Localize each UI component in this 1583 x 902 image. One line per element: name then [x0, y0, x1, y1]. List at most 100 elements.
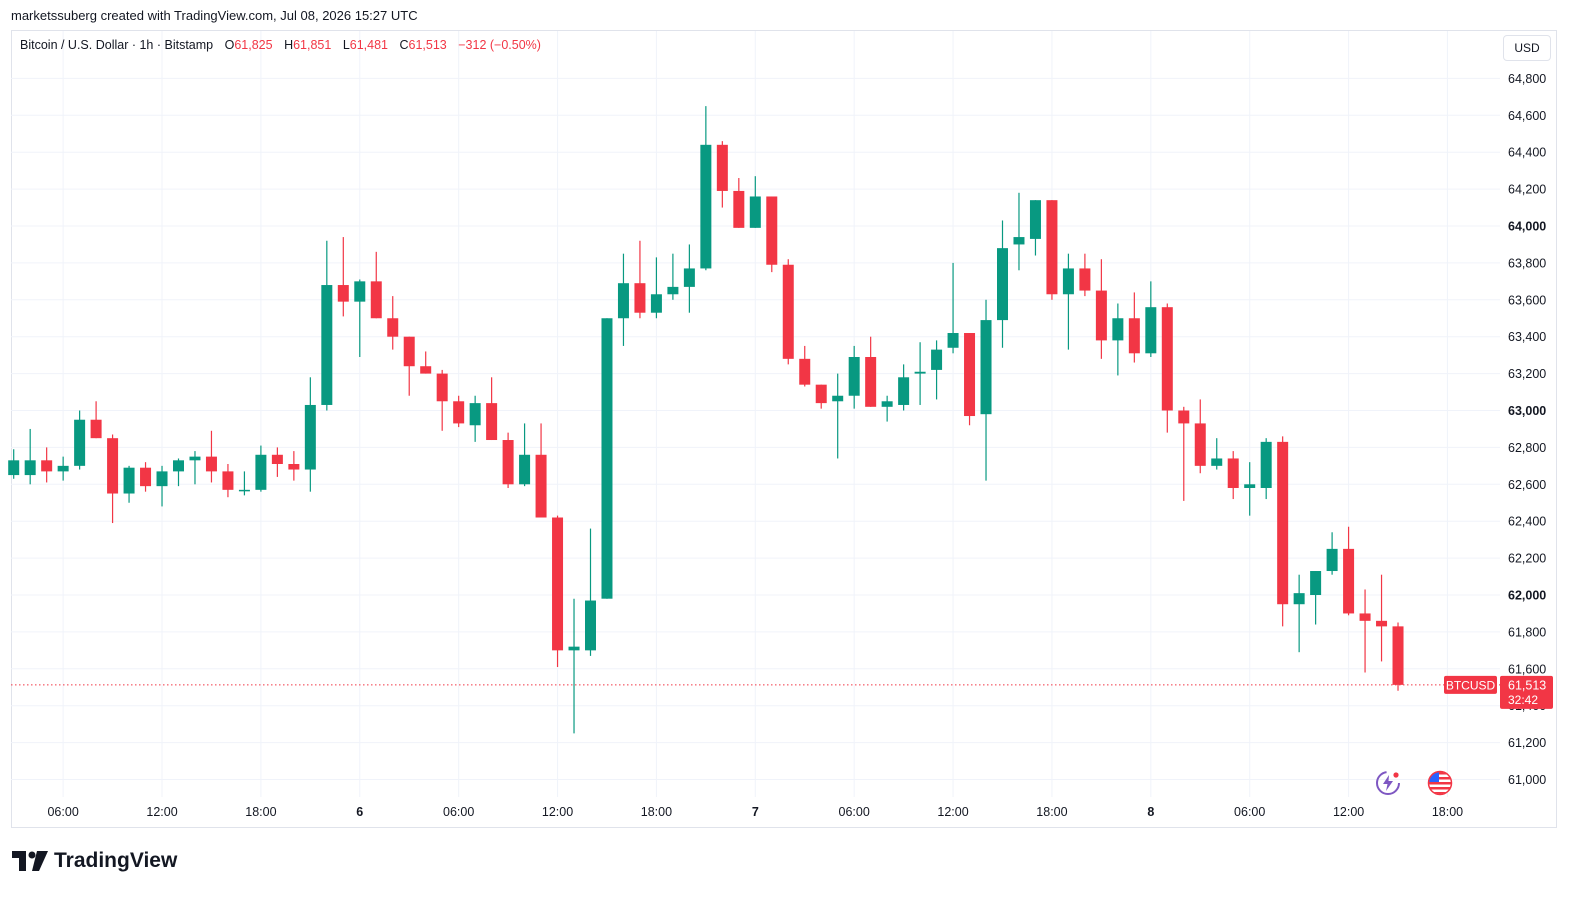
- candle-body-up[interactable]: [1260, 441, 1272, 488]
- candle-body-down[interactable]: [90, 419, 102, 439]
- candle-body-up[interactable]: [898, 377, 910, 405]
- candle-body-up[interactable]: [321, 285, 333, 405]
- candle-body-up[interactable]: [617, 283, 629, 319]
- candle-body-down[interactable]: [1128, 318, 1140, 354]
- candle-body-down[interactable]: [964, 333, 976, 417]
- candle-body-up[interactable]: [519, 454, 531, 485]
- candle-body-down[interactable]: [140, 467, 152, 487]
- candle-body-up[interactable]: [354, 281, 366, 302]
- candle-body-down[interactable]: [1376, 620, 1388, 627]
- candle-body-up[interactable]: [173, 460, 184, 472]
- price-tick-label: 62,400: [1508, 515, 1546, 529]
- price-tick-label: 63,200: [1508, 367, 1546, 381]
- candle-body-down[interactable]: [403, 336, 415, 367]
- candle-body-up[interactable]: [1029, 200, 1041, 239]
- price-tick-label: 62,600: [1508, 478, 1546, 492]
- candle-body-up[interactable]: [255, 454, 267, 490]
- candle-body-down[interactable]: [420, 366, 432, 374]
- candle-body-up[interactable]: [1244, 484, 1256, 488]
- candle-body-down[interactable]: [271, 454, 283, 465]
- candle-body-down[interactable]: [1343, 548, 1355, 614]
- candle-body-down[interactable]: [502, 440, 514, 485]
- candle-body-down[interactable]: [370, 281, 382, 319]
- candle-body-up[interactable]: [304, 404, 316, 470]
- candle-body-up[interactable]: [997, 248, 1008, 321]
- candle-body-down[interactable]: [205, 456, 217, 472]
- candle-body-down[interactable]: [782, 264, 794, 359]
- candle-body-down[interactable]: [288, 464, 300, 470]
- candle-body-up[interactable]: [947, 333, 959, 348]
- candle-body-down[interactable]: [1227, 458, 1239, 488]
- candle-body-down[interactable]: [552, 517, 564, 651]
- candle-body-up[interactable]: [1013, 237, 1025, 245]
- candle-body-down[interactable]: [486, 403, 498, 441]
- candle-body-up[interactable]: [156, 471, 168, 487]
- candle-body-down[interactable]: [733, 190, 745, 228]
- time-tick-label: 06:00: [839, 805, 870, 819]
- candle-body-down[interactable]: [41, 460, 53, 472]
- candle-body-up[interactable]: [832, 395, 844, 402]
- candle-body-down[interactable]: [865, 356, 877, 407]
- candle-body-down[interactable]: [222, 471, 234, 490]
- candle-body-down[interactable]: [815, 384, 827, 404]
- candle-body-down[interactable]: [535, 454, 547, 518]
- lightning-sparkle-icon[interactable]: [1374, 769, 1402, 797]
- candle-body-up[interactable]: [1326, 548, 1338, 572]
- candle-body-down[interactable]: [107, 438, 119, 494]
- candle-body-up[interactable]: [568, 646, 580, 651]
- candle-body-up[interactable]: [1211, 458, 1223, 466]
- candle-body-up[interactable]: [74, 419, 86, 466]
- time-tick-label: 18:00: [641, 805, 672, 819]
- candle-body-down[interactable]: [1392, 626, 1404, 685]
- currency-button[interactable]: USD: [1503, 35, 1551, 61]
- candle-body-up[interactable]: [848, 356, 860, 396]
- candle-body-up[interactable]: [585, 600, 596, 651]
- candle-body-down[interactable]: [1277, 441, 1289, 605]
- candle-body-up[interactable]: [980, 320, 992, 415]
- candle-body-up[interactable]: [601, 318, 613, 599]
- candle-body-down[interactable]: [1359, 613, 1371, 621]
- candle-body-down[interactable]: [716, 144, 728, 191]
- symbol-price-tag[interactable]: [1444, 675, 1497, 694]
- price-tick-label: 64,200: [1508, 183, 1546, 197]
- candle-body-up[interactable]: [1293, 593, 1305, 605]
- candle-body-up[interactable]: [123, 467, 135, 494]
- candle-body-up[interactable]: [8, 460, 20, 476]
- candle-body-up[interactable]: [914, 371, 926, 374]
- candle-body-up[interactable]: [57, 465, 69, 472]
- candle-body-down[interactable]: [436, 373, 448, 402]
- tradingview-brand[interactable]: TradingView: [12, 849, 177, 873]
- candle-body-down[interactable]: [453, 401, 465, 424]
- candle-body-down[interactable]: [799, 358, 811, 385]
- candle-body-down[interactable]: [766, 196, 778, 265]
- candle-body-up[interactable]: [1112, 318, 1124, 341]
- symbol-description[interactable]: Bitcoin / U.S. Dollar · 1h · Bitstamp: [20, 38, 214, 52]
- candle-body-up[interactable]: [749, 196, 761, 228]
- candle-body-down[interactable]: [1178, 410, 1190, 424]
- candle-body-up[interactable]: [650, 294, 662, 313]
- candle-body-up[interactable]: [1062, 268, 1074, 295]
- us-flag-icon[interactable]: [1426, 769, 1454, 797]
- candle-body-down[interactable]: [1046, 200, 1058, 295]
- candle-body-up[interactable]: [931, 349, 943, 370]
- candle-body-down[interactable]: [1095, 290, 1107, 341]
- candle-body-up[interactable]: [238, 489, 250, 492]
- candle-body-up[interactable]: [1145, 307, 1157, 354]
- candle-body-down[interactable]: [1079, 268, 1091, 291]
- candle-body-down[interactable]: [337, 285, 349, 302]
- candle-body-up[interactable]: [683, 268, 695, 287]
- candle-body-up[interactable]: [189, 456, 201, 461]
- change-value: −312 (−0.50%): [458, 38, 541, 52]
- candle-body-up[interactable]: [700, 144, 712, 269]
- candle-body-down[interactable]: [1161, 307, 1173, 411]
- candle-body-down[interactable]: [387, 318, 399, 337]
- candle-body-up[interactable]: [667, 286, 679, 295]
- candle-body-up[interactable]: [469, 403, 481, 426]
- candle-body-up[interactable]: [1310, 571, 1322, 595]
- candle-body-down[interactable]: [1194, 423, 1206, 466]
- last-price-tag[interactable]: [1500, 675, 1553, 709]
- candle-body-up[interactable]: [24, 460, 36, 476]
- candle-body-down[interactable]: [634, 283, 646, 313]
- candle-body-up[interactable]: [881, 401, 893, 407]
